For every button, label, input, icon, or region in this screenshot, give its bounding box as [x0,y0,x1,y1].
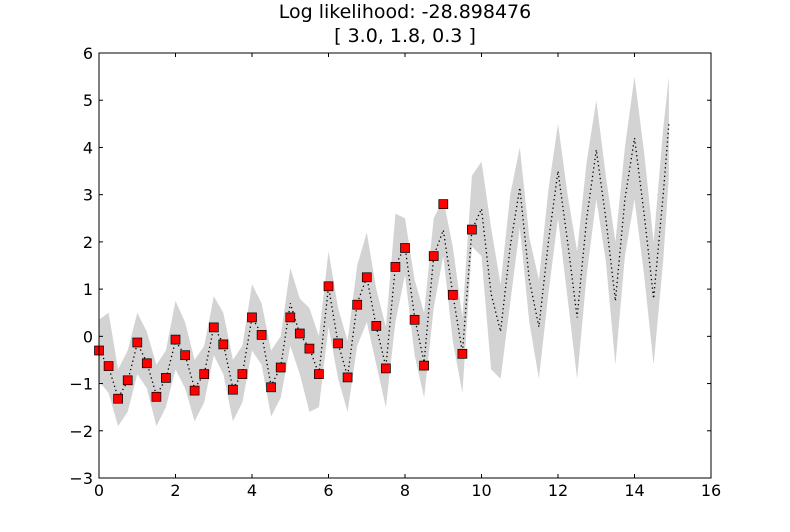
data-point [467,224,477,235]
data-point [352,299,363,310]
data-point [400,243,410,253]
x-tick-label: 6 [323,481,333,500]
y-tick-label: 5 [83,91,93,110]
data-point [409,314,420,325]
data-point [361,272,372,283]
data-point [381,363,391,374]
y-tick-label: −1 [69,375,93,394]
data-point [275,362,286,373]
x-tick-label: 12 [548,481,568,500]
data-point [228,384,238,395]
confidence-band [99,76,669,427]
data-point [161,373,171,383]
y-tick-label: −2 [69,422,93,441]
x-tick-label: 8 [400,481,410,500]
data-point [342,372,353,383]
data-point [428,251,439,261]
data-point [285,312,296,323]
data-point [333,338,343,349]
data-point [151,391,162,402]
data-point [189,385,200,396]
x-tick-label: 10 [471,481,491,500]
y-tick-label: 0 [83,327,93,346]
data-point [141,358,152,369]
data-point [180,350,190,361]
data-point [314,369,324,379]
x-tick-label: 0 [94,481,104,500]
data-point [323,281,334,292]
chart-subtitle: [ 3.0, 1.8, 0.3 ] [334,25,476,47]
y-tick-label: 4 [83,138,93,157]
data-point [103,361,114,371]
data-point [237,369,248,379]
data-point [247,312,257,323]
data-point [390,262,401,272]
plot-area [94,76,670,427]
data-point [199,369,210,379]
data-point [122,375,133,386]
data-point [218,339,229,350]
data-point [438,199,449,209]
data-point [304,343,315,354]
y-tick-label: 2 [83,233,93,252]
x-tick-label: 4 [247,481,257,500]
data-point [294,328,305,339]
chart-title: Log likelihood: -28.898476 [279,1,532,23]
data-point [208,322,219,333]
data-point [256,330,267,340]
y-tick-label: 1 [83,280,93,299]
x-tick-label: 16 [701,481,721,500]
data-point [371,321,382,331]
x-tick-label: 2 [170,481,180,500]
data-point [132,337,143,348]
mean-line [98,123,670,400]
data-point [266,382,276,393]
data-point [457,348,468,359]
data-point [170,334,181,345]
y-tick-label: −3 [69,469,93,488]
y-tick-label: 3 [83,186,93,205]
data-point [447,289,458,300]
data-point [419,360,429,371]
y-tick-label: 6 [83,44,93,63]
data-point [113,393,123,404]
x-tick-label: 14 [624,481,644,500]
